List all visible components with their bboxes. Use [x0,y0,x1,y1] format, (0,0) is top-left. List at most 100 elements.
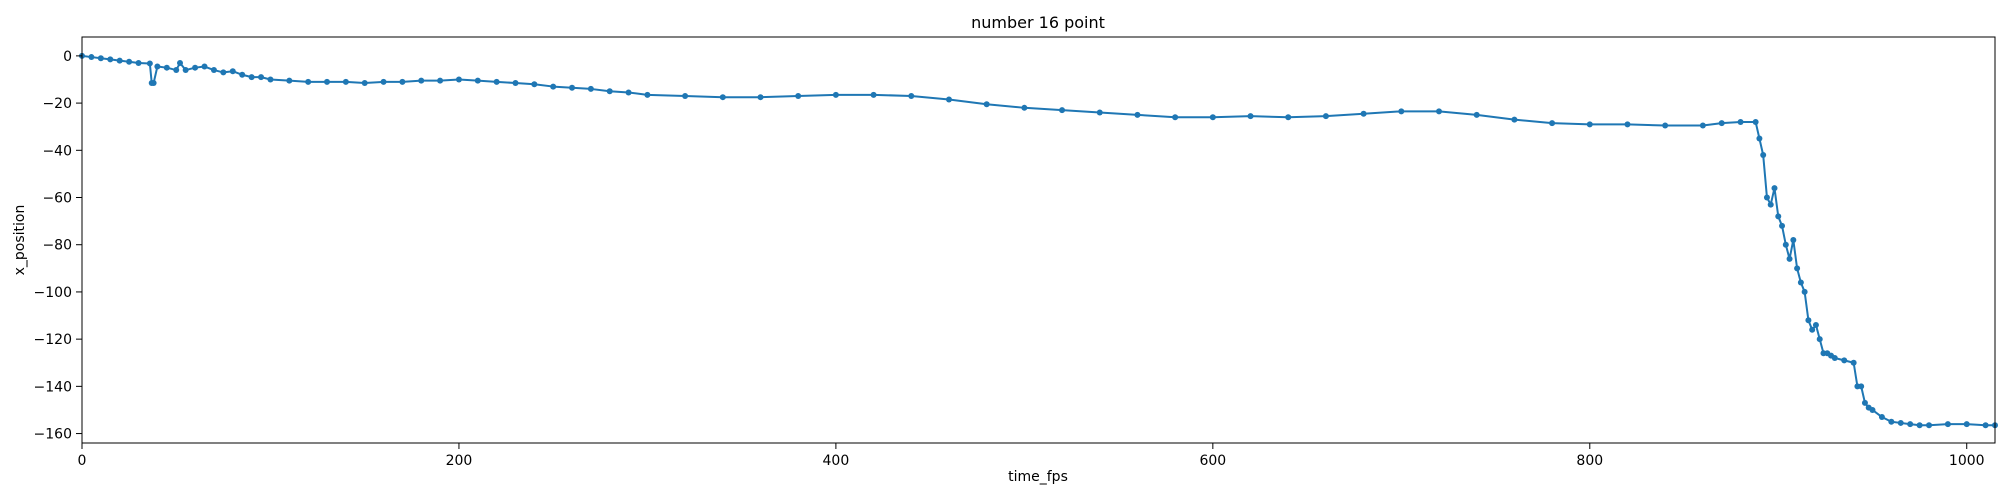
series-line [81,54,1995,427]
data-point [1059,107,1066,114]
y-tick-label: −140 [34,379,72,395]
y-tick-label: −20 [42,96,72,112]
data-point [192,64,199,71]
data-point [437,77,444,84]
data-point [286,77,293,84]
data-point [380,78,387,85]
data-point [220,69,227,76]
data-point [1831,355,1838,362]
data-point [1858,383,1865,390]
data-point [399,78,406,85]
data-point [1790,237,1797,243]
y-tick-label: −160 [34,427,72,443]
x-tick-label: 0 [78,453,87,469]
data-point [126,58,133,65]
data-point [267,76,274,83]
data-point [1963,421,1970,428]
data-point [146,60,153,67]
data-point [418,77,425,84]
data-point [1549,120,1556,127]
y-tick-label: −80 [42,238,72,254]
data-point [1775,213,1782,220]
y-tick-label: −40 [42,143,72,159]
data-point [1869,406,1876,413]
data-point [1021,104,1028,111]
data-point [1737,118,1744,125]
data-point [154,63,161,70]
data-point [150,80,157,87]
data-point [719,94,726,101]
data-point [163,64,170,71]
data-point [229,68,236,75]
data-point [1786,255,1793,262]
data-point [1897,419,1904,426]
data-point [201,63,208,70]
data-point [945,96,952,103]
data-point [173,67,180,74]
data-point [239,71,246,78]
data-point [1816,336,1823,343]
data-point [1916,422,1923,429]
axis-ticks: 0 200 400 600 800 1000 0 −20 −40 −60 −80 −100 −120 −1… [34,49,1985,469]
data-point [1172,114,1179,121]
data-point [908,93,915,100]
data-point [1797,279,1804,286]
data-point [1134,111,1141,118]
data-point [1888,418,1895,425]
data-point [1926,422,1933,429]
data-point [1511,116,1518,123]
data-point [625,89,632,96]
data-point [1907,421,1914,428]
data-point [983,101,990,108]
data-point [569,84,576,91]
x-tick-label: 1000 [1949,453,1985,469]
data-point [757,94,764,101]
data-point [870,91,877,98]
data-point [1285,114,1292,121]
data-point [182,67,189,74]
data-point [1801,288,1808,295]
data-point [606,88,613,95]
x-tick-label: 800 [1576,453,1603,469]
data-point [1360,110,1367,117]
data-point [1794,265,1801,272]
data-point [177,59,184,66]
data-point [1841,357,1848,364]
data-point [682,93,689,100]
data-point [1247,113,1254,120]
data-point [1982,422,1989,429]
data-point [135,59,142,66]
data-point [1209,114,1216,121]
data-point [1782,241,1789,248]
data-point [248,74,255,81]
data-point [324,78,331,85]
y-tick-label: −60 [42,191,72,207]
data-point [1662,122,1669,129]
data-point [1756,135,1763,142]
data-point [1878,414,1885,421]
data-point [1771,185,1778,192]
data-point [1436,108,1442,115]
chart-title: number 16 point [971,13,1105,32]
data-point [832,91,839,98]
data-point [361,80,368,87]
data-point [795,93,802,100]
x-tick-label: 200 [446,453,473,469]
y-tick-label: 0 [63,49,72,65]
data-point [1861,399,1868,406]
data-point [1586,121,1593,128]
data-point [1699,122,1706,129]
x-axis-label: time_fps [1008,469,1068,485]
data-point [1752,118,1759,125]
data-point [1805,317,1812,324]
data-point [1718,120,1725,127]
data-point [1624,121,1631,128]
data-point [1096,109,1103,116]
data-point [97,55,104,62]
data-point [1812,321,1819,328]
data-point [1779,222,1786,229]
y-tick-label: −100 [34,285,72,301]
x-tick-label: 400 [823,453,850,469]
data-point [1322,113,1329,120]
